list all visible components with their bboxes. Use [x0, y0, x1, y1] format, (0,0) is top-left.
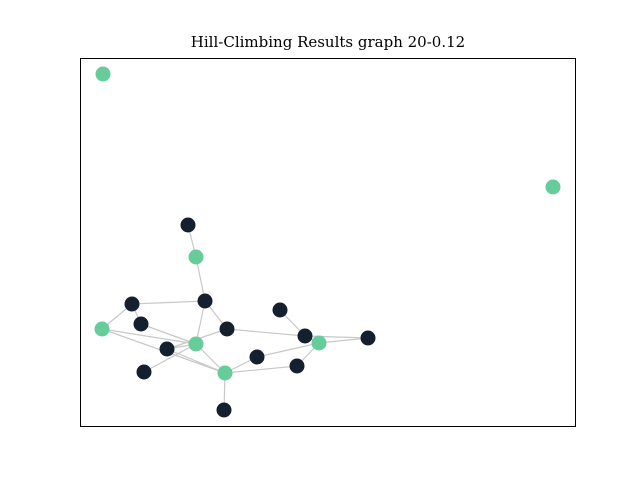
graph-edge [131, 300, 206, 305]
graph-node-dark [289, 358, 305, 374]
graph-node-dark [197, 293, 213, 309]
graph-node-dark [249, 349, 265, 365]
graph-edge [224, 365, 298, 374]
graph-edge [226, 328, 306, 337]
graph-node-dark [272, 302, 288, 318]
plot-title: Hill-Climbing Results graph 20-0.12 [190, 33, 466, 51]
graph-edge [256, 342, 320, 358]
graph-node-green [94, 321, 110, 337]
graph-node-dark [219, 321, 235, 337]
graph-node-dark [159, 341, 175, 357]
node-layer [94, 66, 561, 418]
graph-node-green [217, 365, 233, 381]
graph-node-green [545, 179, 561, 195]
graph-node-green [311, 335, 327, 351]
graph-node-dark [133, 316, 149, 332]
graph-node-green [188, 336, 204, 352]
graph-edge [304, 335, 369, 339]
graph-node-dark [216, 402, 232, 418]
graph-node-dark [124, 296, 140, 312]
graph-node-green [95, 66, 111, 82]
graph-edge [318, 337, 369, 344]
graph-edge [101, 328, 197, 345]
graph-node-dark [180, 217, 196, 233]
graph-node-dark [360, 330, 376, 346]
graph-node-dark [297, 328, 313, 344]
graph-edge [140, 323, 197, 345]
graph-node-dark [136, 364, 152, 380]
graph-edge [143, 343, 197, 373]
graph-node-green [188, 249, 204, 265]
plot-frame [80, 58, 576, 427]
